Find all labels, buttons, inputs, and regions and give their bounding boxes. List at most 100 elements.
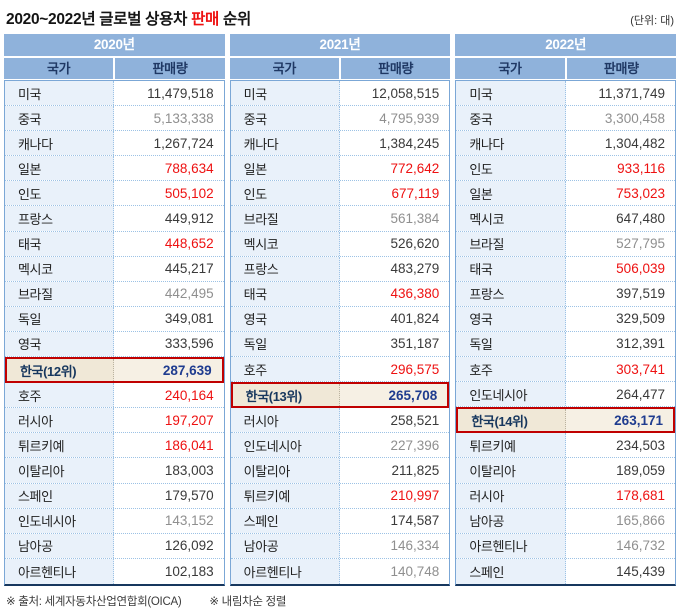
table-row: 브라질 442,495 — [5, 281, 224, 307]
sales-value-cell: 146,732 — [565, 533, 675, 558]
country-cell: 튀르키예 — [230, 483, 340, 508]
sales-value-cell: 140,748 — [339, 558, 450, 584]
year-group-2021: 2021년 국가 판매량 미국 12,058,515 중국 4,795,939 캐나다 1,38… — [229, 34, 451, 586]
data-rows: 미국 11,371,749 중국 3,300,458 캐나다 1,304,482 인도 933… — [455, 80, 676, 586]
sales-value-cell: 296,575 — [339, 357, 450, 382]
table-row: 캐나다 1,267,724 — [5, 131, 224, 157]
sales-value-cell: 102,183 — [114, 558, 224, 584]
title-highlight: 판매 — [191, 11, 219, 28]
sales-value-cell: 401,824 — [339, 306, 450, 331]
table-row: 이탈리아 189,059 — [456, 458, 675, 484]
table-row: 멕시코 647,480 — [456, 206, 675, 232]
country-cell: 미국 — [456, 81, 566, 106]
year-header: 2020년 — [4, 34, 225, 56]
table-row: 브라질 561,384 — [230, 206, 450, 232]
table-row: 영국 329,509 — [456, 306, 675, 332]
table-row: 남아공 126,092 — [5, 533, 224, 559]
sales-value-cell: 12,058,515 — [339, 81, 450, 106]
table-row: 캐나다 1,304,482 — [456, 131, 675, 157]
table-row: 인도 677,119 — [230, 181, 450, 207]
sales-column-header: 판매량 — [566, 58, 677, 79]
country-cell: 영국 — [5, 331, 115, 357]
country-cell: 캐나다 — [5, 131, 115, 156]
table-row: 러시아 197,207 — [5, 408, 224, 434]
footer-notes: ※ 출처: 세계자동차산업연합회(OICA) ※ 내림차순 정렬 — [4, 586, 676, 609]
sales-value-cell: 165,866 — [565, 508, 675, 533]
sales-value-cell: 351,187 — [339, 331, 450, 357]
sales-value-cell: 258,521 — [339, 408, 450, 433]
country-cell: 인도네시아 — [230, 433, 340, 458]
country-cell: 호주 — [5, 383, 115, 408]
sales-value-cell: 210,997 — [339, 483, 450, 508]
sales-value-cell: 1,267,724 — [114, 131, 224, 156]
sales-value-cell: 1,384,245 — [339, 131, 450, 156]
table-row: 호주 240,164 — [5, 383, 224, 409]
sales-value-cell: 211,825 — [339, 458, 450, 483]
sales-value-cell: 329,509 — [565, 306, 675, 331]
country-cell: 남아공 — [5, 533, 115, 558]
sales-value-cell: 179,570 — [114, 483, 224, 508]
sales-value-cell: 647,480 — [565, 206, 675, 231]
sales-value-cell: 303,741 — [565, 357, 675, 382]
table-row: 아르헨티나 140,748 — [230, 558, 450, 584]
table-row: 독일 312,391 — [456, 331, 675, 358]
table-row: 스페인 179,570 — [5, 483, 224, 509]
sales-value-cell: 436,380 — [339, 281, 450, 306]
sales-value-cell: 126,092 — [114, 533, 224, 558]
sales-value-cell: 442,495 — [114, 281, 224, 306]
country-cell: 일본 — [5, 156, 115, 181]
table-row: 아르헨티나 146,732 — [456, 533, 675, 559]
country-cell: 태국 — [5, 231, 115, 256]
year-group-2020: 2020년 국가 판매량 미국 11,479,518 중국 5,133,338 캐나다 1,26… — [4, 34, 225, 586]
country-cell: 튀르키예 — [5, 433, 115, 458]
unit-label: (단위: 대) — [630, 15, 674, 27]
sales-value-cell: 240,164 — [114, 383, 224, 408]
table-row: 태국 436,380 — [230, 281, 450, 307]
sales-ranking-table: 2020년 국가 판매량 미국 11,479,518 중국 5,133,338 캐나다 1,26… — [4, 34, 677, 586]
sales-value-cell: 753,023 — [565, 181, 675, 206]
sales-value-cell: 11,479,518 — [114, 81, 224, 106]
sales-value-cell: 445,217 — [114, 256, 224, 281]
country-cell: 러시아 — [456, 483, 566, 508]
country-cell: 한국(14위) — [458, 409, 566, 432]
country-cell: 스페인 — [5, 483, 115, 508]
table-row: 일본 788,634 — [5, 156, 224, 182]
title-bar: 2020~2022년 글로벌 상용차 판매 순위 (단위: 대) — [4, 6, 676, 34]
country-cell: 프랑스 — [456, 281, 566, 306]
sales-value-cell: 333,596 — [114, 331, 224, 357]
sales-value-cell: 178,681 — [565, 483, 675, 508]
table-row: 호주 296,575 — [230, 357, 450, 383]
table-row: 튀르키예 234,503 — [456, 433, 675, 459]
sales-value-cell: 174,587 — [339, 508, 450, 533]
sales-value-cell: 933,116 — [565, 156, 675, 181]
table-row: 태국 448,652 — [5, 231, 224, 257]
year-header: 2022년 — [455, 34, 676, 56]
page-title: 2020~2022년 글로벌 상용차 판매 순위 — [6, 7, 251, 29]
table-row: 미국 11,479,518 — [5, 81, 224, 107]
table-row: 인도 505,102 — [5, 181, 224, 207]
sales-value-cell: 4,795,939 — [339, 106, 450, 131]
country-cell: 중국 — [456, 106, 566, 131]
sales-value-cell: 448,652 — [114, 231, 224, 256]
country-cell: 영국 — [456, 306, 566, 331]
table-row: 독일 351,187 — [230, 331, 450, 358]
country-cell: 한국(12위) — [7, 359, 115, 382]
table-row: 아르헨티나 102,183 — [5, 558, 224, 584]
country-cell: 브라질 — [5, 281, 115, 306]
sales-value-cell: 264,477 — [565, 382, 675, 407]
table-row: 미국 11,371,749 — [456, 81, 675, 107]
data-rows: 미국 12,058,515 중국 4,795,939 캐나다 1,384,245 일본 772… — [229, 80, 451, 586]
sales-value-cell: 788,634 — [114, 156, 224, 181]
country-cell: 아르헨티나 — [5, 558, 115, 584]
table-row: 인도 933,116 — [456, 156, 675, 182]
table-row: 멕시코 445,217 — [5, 256, 224, 282]
sales-value-cell: 526,620 — [339, 231, 450, 256]
table-row: 일본 772,642 — [230, 156, 450, 182]
sales-value-cell: 449,912 — [114, 206, 224, 231]
sales-value-cell: 265,708 — [339, 384, 448, 407]
country-column-header: 국가 — [229, 58, 339, 79]
country-cell: 아르헨티나 — [230, 558, 340, 584]
table-row: 튀르키예 186,041 — [5, 433, 224, 459]
country-cell: 이탈리아 — [5, 458, 115, 483]
country-cell: 스페인 — [456, 558, 566, 584]
